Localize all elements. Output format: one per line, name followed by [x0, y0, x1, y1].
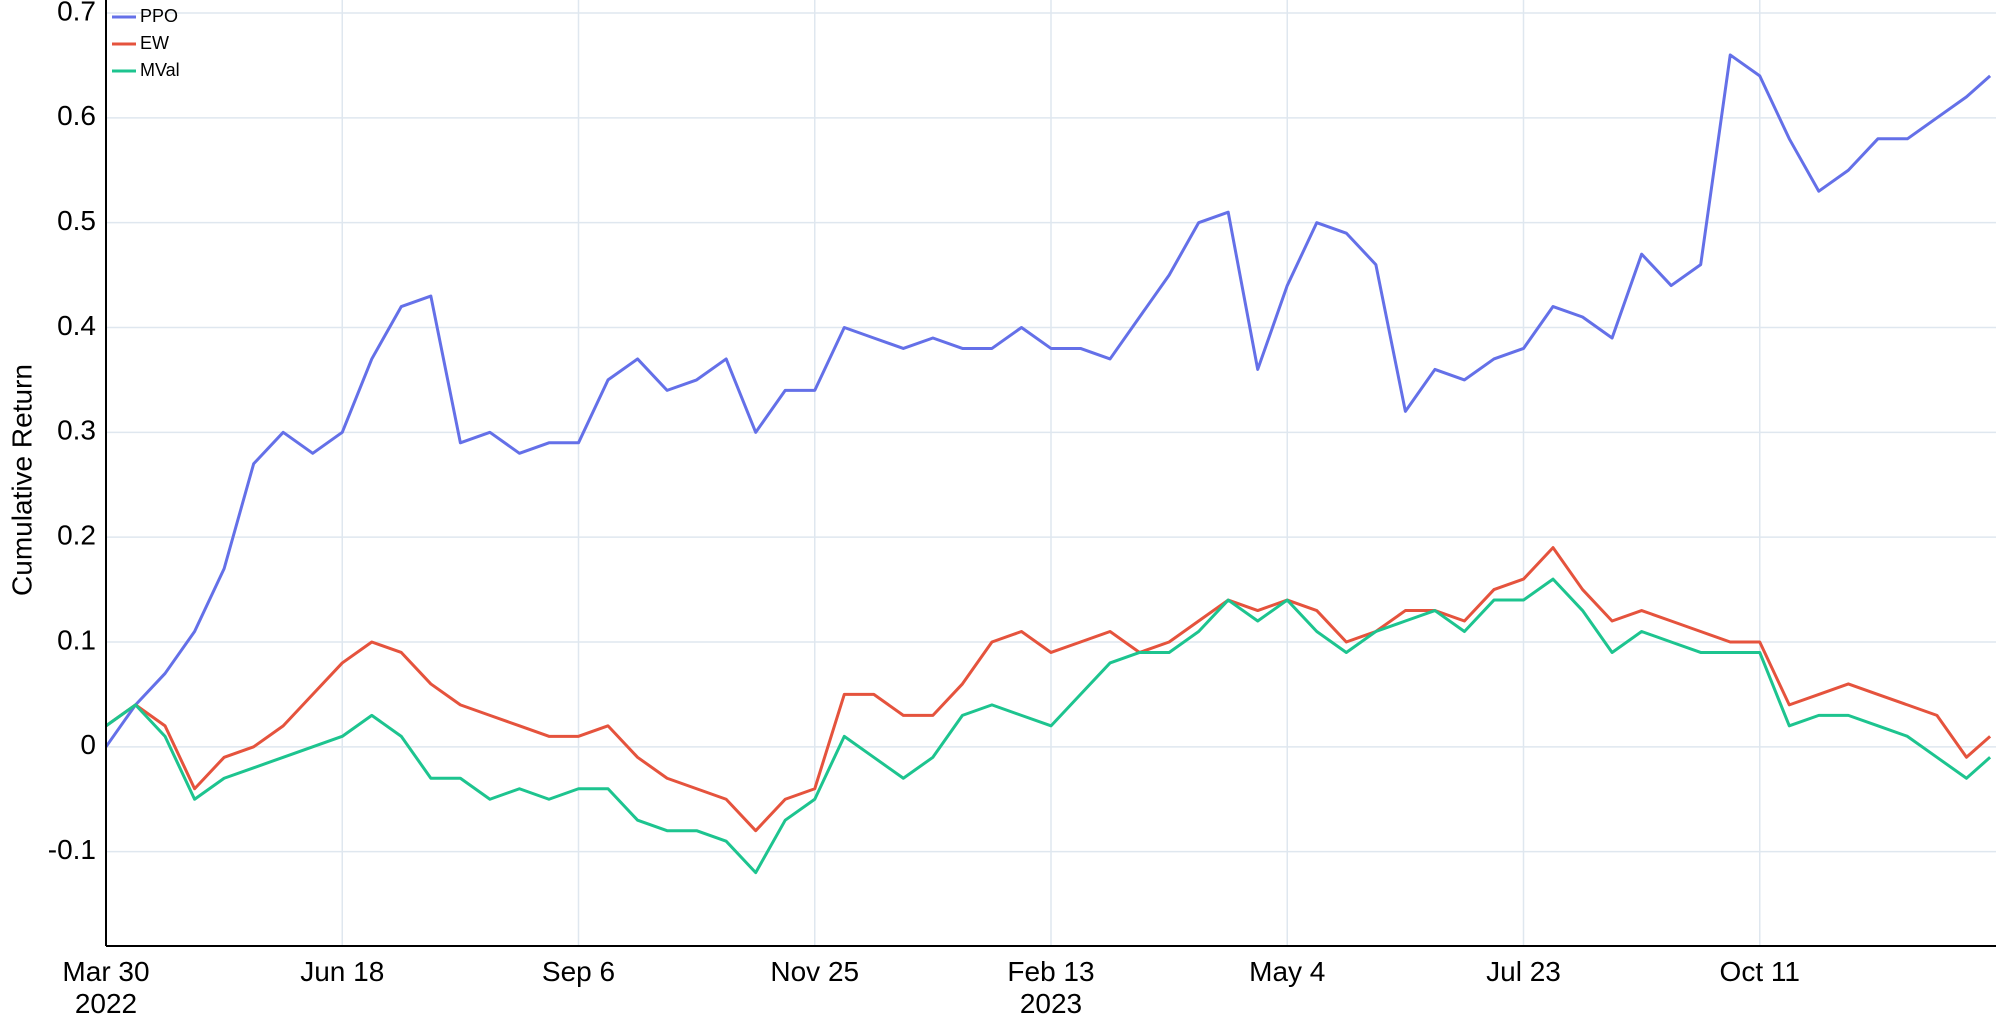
- y-tick-label: 0: [80, 729, 96, 760]
- y-tick-label: 0.7: [57, 0, 96, 26]
- y-tick-label: 0.5: [57, 205, 96, 236]
- x-tick-label: Feb 13 2023: [1007, 956, 1094, 1019]
- legend-label: PPO: [140, 6, 178, 26]
- x-tick-label: Oct 11: [1720, 956, 1800, 987]
- x-tick-label: Mar 30 2022: [62, 956, 149, 1019]
- series-line: [105, 546, 1992, 833]
- series-line: [104, 53, 1992, 748]
- x-tick-label: Jul 23: [1486, 956, 1561, 987]
- series-line: [105, 577, 1992, 875]
- y-axis-label: Cumulative Return: [6, 364, 37, 596]
- x-tick-label: May 4: [1249, 956, 1325, 987]
- x-tick-label: Jun 18: [300, 956, 384, 987]
- y-tick-label: -0.1: [48, 834, 96, 865]
- y-tick-label: 0.4: [57, 310, 96, 341]
- legend-label: MVal: [140, 60, 180, 80]
- y-tick-label: 0.1: [57, 624, 96, 655]
- x-tick-label: Sep 6: [542, 956, 615, 987]
- legend-label: EW: [140, 33, 169, 53]
- x-tick-label: Nov 25: [770, 956, 859, 987]
- y-tick-label: 0.2: [57, 520, 96, 551]
- y-tick-label: 0.6: [57, 100, 96, 131]
- y-tick-label: 0.3: [57, 415, 96, 446]
